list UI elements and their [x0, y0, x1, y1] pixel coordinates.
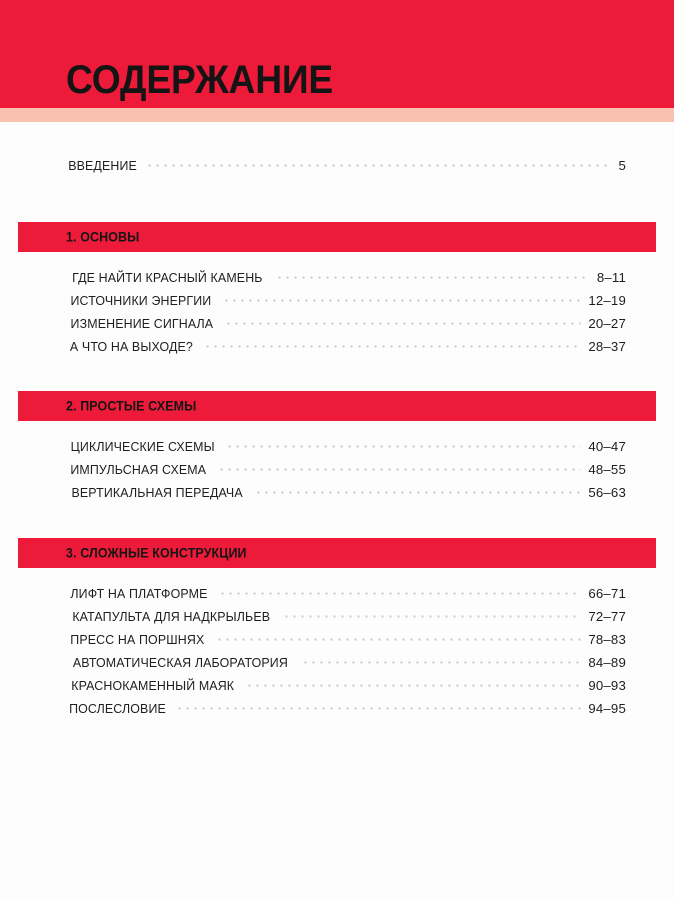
toc-entry-page: 28–37	[588, 339, 626, 354]
section-1: 1. ОСНОВЫ ГДЕ НАЙТИ КРАСНЫЙ КАМЕНЬ 8–11 ИСТ…	[0, 222, 674, 362]
toc-entry[interactable]: КРАСНОКАМЕННЫЙ МАЯК 90–93	[0, 678, 674, 701]
toc-entry-page: 56–63	[588, 485, 626, 500]
toc-leader-dots	[248, 684, 582, 687]
toc-leader-dots	[285, 615, 582, 618]
intro-entries: ВВЕДЕНИЕ 5	[0, 158, 674, 181]
toc-leader-dots	[303, 661, 582, 664]
toc-entry-page: 12–19	[588, 293, 626, 308]
toc-leader-dots	[148, 164, 612, 167]
toc-leader-dots	[178, 707, 582, 710]
section-header-bar[interactable]: 2. ПРОСТЫЕ СХЕМЫ	[18, 391, 656, 421]
toc-entry-page: 48–55	[588, 462, 626, 477]
toc-entry-title: ПОСЛЕСЛОВИЕ	[69, 701, 166, 716]
toc-entry-page: 90–93	[588, 678, 626, 693]
section-2: 2. ПРОСТЫЕ СХЕМЫ ЦИКЛИЧЕСКИЕ СХЕМЫ 40–47 ИМ…	[0, 391, 674, 508]
toc-entry[interactable]: А ЧТО НА ВЫХОДЕ? 28–37	[0, 339, 674, 362]
toc-leader-dots	[219, 468, 582, 471]
toc-entry-title: А ЧТО НА ВЫХОДЕ?	[69, 339, 193, 354]
section-entry-list: ЦИКЛИЧЕСКИЕ СХЕМЫ 40–47 ИМПУЛЬСНАЯ СХЕМА 48…	[0, 439, 674, 508]
toc-entry-title: ИЗМЕНЕНИЕ СИГНАЛА	[70, 316, 214, 331]
toc-entry-page: 78–83	[588, 632, 626, 647]
page-title: СОДЕРЖАНИЕ	[66, 58, 334, 102]
toc-entry-title: ВВЕДЕНИЕ	[68, 158, 137, 173]
toc-entry-page: 5	[618, 158, 626, 173]
section-header-bar[interactable]: 1. ОСНОВЫ	[18, 222, 656, 252]
section-3: 3. СЛОЖНЫЕ КОНСТРУКЦИИ ЛИФТ НА ПЛАТФОРМЕ 6…	[0, 538, 674, 724]
toc-entry-title: ПРЕСС НА ПОРШНЯХ	[70, 632, 205, 647]
toc-entry-title: ЛИФТ НА ПЛАТФОРМЕ	[70, 586, 208, 601]
toc-entry[interactable]: КАТАПУЛЬТА ДЛЯ НАДКРЫЛЬЕВ 72–77	[0, 609, 674, 632]
toc-entry-title: ГДЕ НАЙТИ КРАСНЫЙ КАМЕНЬ	[72, 270, 263, 285]
toc-leader-dots	[224, 299, 582, 302]
toc-entry-page: 20–27	[588, 316, 626, 331]
toc-entry-page: 8–11	[596, 270, 626, 285]
toc-entry-page: 84–89	[588, 655, 626, 670]
toc-leader-dots	[226, 322, 582, 325]
toc-entry-title: АВТОМАТИЧЕСКАЯ ЛАБОРАТОРИЯ	[72, 655, 288, 670]
toc-entry[interactable]: ИМПУЛЬСНАЯ СХЕМА 48–55	[0, 462, 674, 485]
toc-entry-page: 94–95	[588, 701, 626, 716]
section-entry-list: ГДЕ НАЙТИ КРАСНЫЙ КАМЕНЬ 8–11 ИСТОЧНИКИ ЭН…	[0, 270, 674, 362]
toc-entry-page: 40–47	[588, 439, 626, 454]
toc-entry-title: ИСТОЧНИКИ ЭНЕРГИИ	[70, 293, 212, 308]
toc-leader-dots	[220, 592, 582, 595]
toc-entry[interactable]: ЛИФТ НА ПЛАТФОРМЕ 66–71	[0, 586, 674, 609]
toc-entry[interactable]: АВТОМАТИЧЕСКАЯ ЛАБОРАТОРИЯ 84–89	[0, 655, 674, 678]
toc-entry-title: ИМПУЛЬСНАЯ СХЕМА	[70, 462, 207, 477]
section-header-label: 3. СЛОЖНЫЕ КОНСТРУКЦИИ	[66, 545, 247, 561]
toc-entry[interactable]: ВВЕДЕНИЕ 5	[0, 158, 674, 181]
toc-entry-title: ЦИКЛИЧЕСКИЕ СХЕМЫ	[70, 439, 215, 454]
toc-entry[interactable]: ПОСЛЕСЛОВИЕ 94–95	[0, 701, 674, 724]
toc-leader-dots	[277, 276, 590, 279]
toc-entry-title: КАТАПУЛЬТА ДЛЯ НАДКРЫЛЬЕВ	[72, 609, 271, 624]
section-entry-list: ЛИФТ НА ПЛАТФОРМЕ 66–71 КАТАПУЛЬТА ДЛЯ НАД…	[0, 586, 674, 724]
toc-leader-dots	[228, 445, 582, 448]
section-header-label: 1. ОСНОВЫ	[66, 229, 140, 245]
toc-entry-page: 66–71	[588, 586, 626, 601]
toc-entry-page: 72–77	[588, 609, 626, 624]
toc-entry-title: ВЕРТИКАЛЬНАЯ ПЕРЕДАЧА	[71, 485, 243, 500]
section-header-label: 2. ПРОСТЫЕ СХЕМЫ	[66, 398, 197, 414]
masthead-banner: СОДЕРЖАНИЕ	[0, 0, 674, 108]
toc-leader-dots	[205, 345, 582, 348]
section-header-bar[interactable]: 3. СЛОЖНЫЕ КОНСТРУКЦИИ	[18, 538, 656, 568]
toc-entry[interactable]: ИСТОЧНИКИ ЭНЕРГИИ 12–19	[0, 293, 674, 316]
toc-entry[interactable]: ПРЕСС НА ПОРШНЯХ 78–83	[0, 632, 674, 655]
toc-entry[interactable]: ИЗМЕНЕНИЕ СИГНАЛА 20–27	[0, 316, 674, 339]
toc-leader-dots	[217, 638, 582, 641]
masthead-accent-band	[0, 108, 674, 122]
toc-entry-title: КРАСНОКАМЕННЫЙ МАЯК	[71, 678, 235, 693]
toc-leader-dots	[257, 491, 582, 494]
toc-entry[interactable]: ЦИКЛИЧЕСКИЕ СХЕМЫ 40–47	[0, 439, 674, 462]
toc-entry[interactable]: ВЕРТИКАЛЬНАЯ ПЕРЕДАЧА 56–63	[0, 485, 674, 508]
toc-entry[interactable]: ГДЕ НАЙТИ КРАСНЫЙ КАМЕНЬ 8–11	[0, 270, 674, 293]
